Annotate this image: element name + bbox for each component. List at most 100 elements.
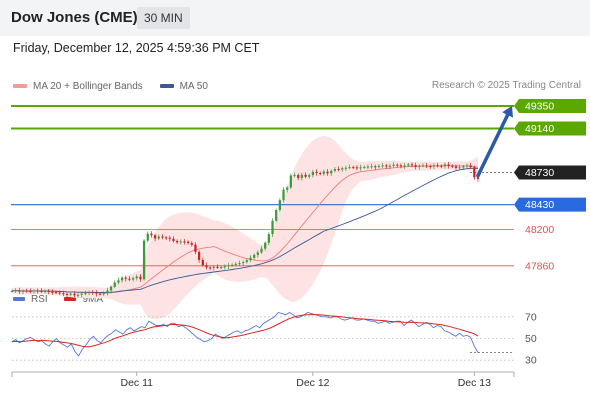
- candle: [436, 162, 439, 168]
- candle-body: [21, 290, 25, 292]
- projection-arrow-layer: [476, 105, 514, 178]
- candle: [14, 288, 17, 293]
- candle: [190, 241, 193, 247]
- candle-body: [253, 254, 256, 258]
- candle-body: [51, 291, 54, 293]
- candle-body: [231, 264, 234, 266]
- support-label: 48200: [525, 224, 554, 236]
- candle-body: [18, 290, 21, 292]
- candle-body: [209, 267, 212, 269]
- candle-body: [410, 164, 414, 166]
- candle: [80, 291, 83, 298]
- candle-body: [363, 166, 366, 168]
- candle: [227, 262, 230, 270]
- candle-body: [135, 276, 138, 279]
- candle-body: [260, 248, 263, 253]
- candle: [304, 172, 307, 179]
- candle-body: [164, 237, 168, 239]
- candle: [348, 164, 351, 170]
- candle: [76, 293, 80, 298]
- candle: [271, 218, 274, 237]
- rsi-line: [11, 311, 479, 357]
- candle-body: [308, 175, 311, 177]
- candle: [18, 287, 21, 294]
- candle-body: [98, 293, 102, 295]
- candle-body: [256, 252, 259, 255]
- candle: [429, 164, 432, 169]
- candle: [220, 265, 223, 270]
- candle-body: [425, 165, 428, 167]
- rsi-tick-label: 50: [525, 333, 537, 345]
- candle: [98, 292, 102, 296]
- candle-body: [473, 167, 476, 178]
- candle-body: [128, 278, 131, 280]
- candle: [278, 198, 281, 212]
- candle-body: [205, 265, 208, 268]
- candle-body: [297, 175, 300, 178]
- candle: [153, 233, 157, 242]
- candle-body: [245, 260, 248, 263]
- candle-body: [264, 242, 267, 249]
- candle-body: [117, 280, 120, 283]
- candle-body: [388, 165, 392, 167]
- candle: [109, 285, 113, 294]
- candle: [32, 289, 36, 294]
- candle-body: [47, 291, 50, 293]
- candle: [344, 165, 348, 171]
- candle-body: [421, 165, 425, 167]
- candle-body: [392, 164, 395, 166]
- candle: [418, 164, 421, 170]
- candle: [43, 289, 47, 294]
- candle-body: [212, 266, 215, 268]
- candle-body: [65, 293, 69, 295]
- candle-body: [84, 293, 87, 295]
- x-tick-label: Dec 12: [296, 377, 329, 389]
- ma50-swatch: [159, 84, 174, 88]
- candle-body: [330, 170, 333, 174]
- support-label-group: 48200: [525, 224, 554, 236]
- candle: [209, 265, 212, 271]
- candle-body: [366, 166, 370, 168]
- candle-body: [139, 276, 142, 280]
- candle: [385, 163, 388, 169]
- candle: [370, 163, 373, 169]
- timeframe-badge[interactable]: 30 MIN: [137, 7, 190, 29]
- candle: [95, 290, 98, 297]
- candle: [253, 253, 256, 261]
- candle-body: [29, 291, 32, 293]
- candle: [146, 231, 149, 243]
- resistance-label: 49350: [525, 100, 554, 112]
- candle: [62, 290, 65, 297]
- candle: [381, 162, 384, 168]
- candle: [256, 250, 259, 258]
- candle: [341, 166, 344, 172]
- candle-body: [370, 166, 373, 168]
- candle-body: [377, 166, 381, 168]
- candle: [54, 290, 58, 294]
- candle: [142, 239, 146, 281]
- candle: [337, 166, 340, 172]
- candle-body: [315, 171, 318, 174]
- legend-item-rsi: RSI: [13, 294, 48, 305]
- candle-body: [341, 168, 344, 170]
- candle: [403, 162, 406, 169]
- candle-body: [282, 189, 285, 201]
- candle-body: [223, 266, 226, 268]
- candle-body: [337, 169, 340, 171]
- candle: [36, 288, 39, 294]
- candle: [414, 162, 417, 170]
- candle-body: [73, 293, 76, 296]
- candle: [319, 171, 322, 176]
- candle-body: [399, 165, 403, 167]
- candle: [249, 255, 252, 263]
- candle-body: [157, 236, 160, 239]
- candle: [275, 208, 278, 223]
- candle-body: [319, 173, 322, 175]
- resistance-label-group: 49350: [514, 98, 586, 113]
- level-labels-layer: 49350 49140 48730 48430 48200 47860: [514, 98, 586, 272]
- support-label: 47860: [525, 260, 554, 272]
- main-legend: MA 20 + Bollinger Bands MA 50: [13, 80, 222, 92]
- rsi-tick-label: 70: [525, 311, 537, 323]
- candle: [198, 250, 201, 263]
